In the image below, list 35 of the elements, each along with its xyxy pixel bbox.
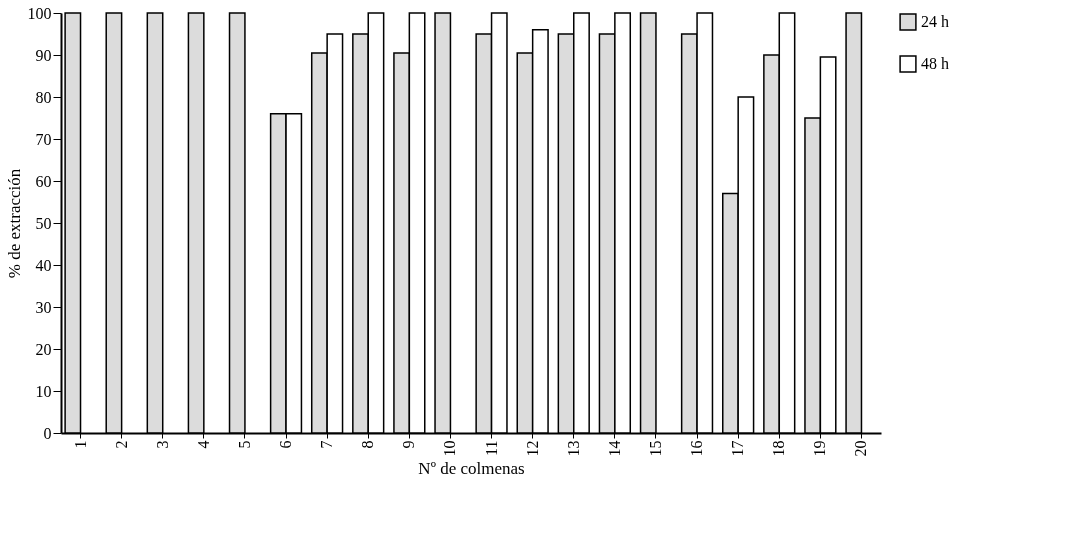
x-tick-label: 19 bbox=[811, 440, 829, 457]
y-tick-label: 60 bbox=[35, 172, 52, 190]
y-tick-label: 30 bbox=[35, 298, 52, 316]
x-tick-label: 14 bbox=[605, 440, 623, 457]
legend-label: 48 h bbox=[921, 55, 949, 72]
x-tick-label: 20 bbox=[852, 440, 870, 457]
y-tick-label: 80 bbox=[35, 88, 52, 106]
y-tick-label: 50 bbox=[35, 214, 52, 232]
x-tick-label: 17 bbox=[729, 440, 747, 457]
y-tick-label: 70 bbox=[35, 130, 52, 148]
x-tick-label: 9 bbox=[400, 440, 418, 449]
y-tick-label: 20 bbox=[35, 340, 52, 358]
x-tick-label: 10 bbox=[441, 440, 459, 457]
y-tick-label: 90 bbox=[35, 46, 52, 64]
x-tick-label: 12 bbox=[523, 440, 541, 457]
y-tick-label: 0 bbox=[43, 424, 52, 442]
x-tick-label: 6 bbox=[277, 440, 295, 449]
x-tick-label: 7 bbox=[318, 440, 336, 449]
y-axis-title: % de extracción bbox=[4, 168, 24, 279]
y-tick-label: 10 bbox=[35, 382, 52, 400]
x-tick-label: 1 bbox=[71, 440, 89, 449]
x-tick-label: 15 bbox=[646, 440, 664, 457]
legend-label: 24 h bbox=[921, 13, 949, 30]
x-tick-label: 2 bbox=[112, 440, 130, 449]
y-tick-label: 100 bbox=[27, 4, 52, 22]
x-tick-label: 8 bbox=[359, 440, 377, 449]
x-tick-label: 11 bbox=[482, 440, 500, 456]
x-axis-title: Nº de colmenas bbox=[418, 458, 525, 478]
x-tick-label: 4 bbox=[194, 440, 212, 449]
x-tick-label: 5 bbox=[235, 440, 253, 449]
x-tick-label: 18 bbox=[770, 440, 788, 457]
y-tick-label: 40 bbox=[35, 256, 52, 274]
x-tick-label: 3 bbox=[153, 440, 171, 449]
x-tick-label: 13 bbox=[564, 440, 582, 457]
x-tick-label: 16 bbox=[688, 440, 706, 457]
